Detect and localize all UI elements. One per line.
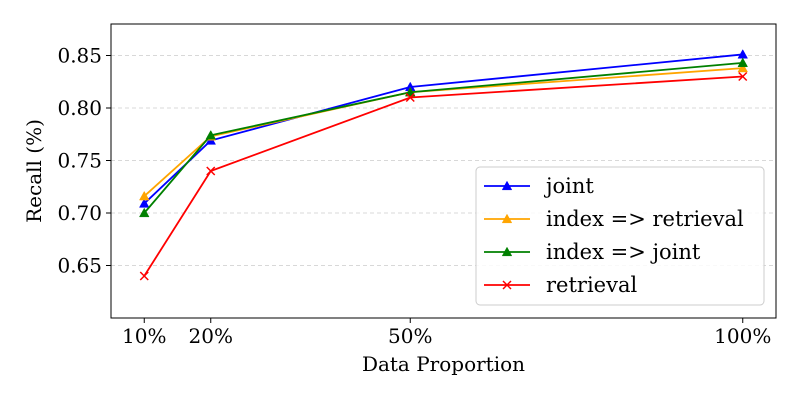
- legend: joint index => retrieval index => joint ret…: [475, 166, 765, 306]
- data-point-index-joint: [405, 86, 416, 97]
- x-tick-label: 10%: [122, 324, 166, 348]
- series-line-retrieval: [143, 75, 743, 277]
- x-axis-label: Data Proportion: [362, 352, 525, 376]
- data-point-retrieval: [738, 71, 748, 82]
- x-axis: 10% 20% 50% 100%: [122, 318, 771, 348]
- legend-label-index-joint: index => joint: [546, 240, 701, 264]
- plot-frame: [110, 23, 777, 319]
- x-tick-label: 50%: [388, 324, 432, 348]
- y-tick-label: 0.70: [57, 201, 102, 225]
- legend-box: [475, 166, 765, 306]
- data-point-index-joint: [737, 57, 748, 67]
- y-tick-label: 0.85: [57, 44, 102, 68]
- y-axis: 0.65 0.70 0.75 0.80 0.85: [57, 44, 111, 278]
- legend-marker-index-joint: [501, 246, 513, 257]
- data-point-joint: [139, 198, 150, 208]
- series-line-index-joint: [143, 61, 743, 214]
- legend-marker-retrieval: [502, 280, 512, 290]
- data-point-retrieval: [139, 271, 149, 281]
- legend-marker-index-retrieval: [501, 213, 513, 224]
- legend-label-index-retrieval: index => retrieval: [546, 207, 744, 231]
- y-tick-label: 0.65: [57, 254, 102, 278]
- data-point-retrieval: [405, 92, 415, 103]
- data-point-index-joint: [205, 129, 216, 140]
- legend-label-joint: joint: [543, 174, 594, 198]
- series-group: [139, 49, 748, 281]
- data-point-index-joint: [139, 207, 150, 218]
- data-point-retrieval: [206, 166, 216, 176]
- legend-label-retrieval: retrieval: [546, 273, 637, 297]
- x-tick-label: 100%: [714, 324, 771, 348]
- legend-marker-joint: [501, 180, 513, 191]
- data-point-index-retrieval: [737, 62, 748, 73]
- y-tick-label: 0.80: [57, 96, 102, 120]
- y-tick-label: 0.75: [57, 149, 102, 173]
- data-point-index-retrieval: [139, 190, 150, 201]
- y-axis-label: Recall (%): [22, 119, 46, 223]
- x-tick-label: 20%: [189, 324, 233, 348]
